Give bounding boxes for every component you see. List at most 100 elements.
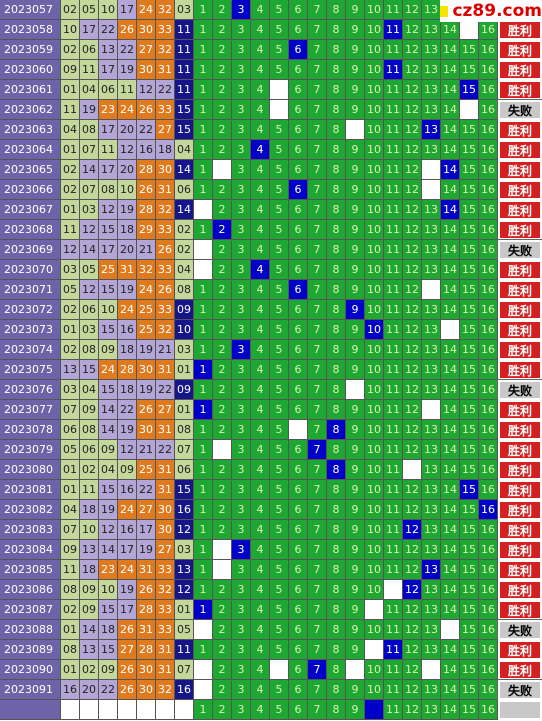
grid-cell: 16 [479,80,498,100]
grid-cell: 14 [441,80,460,100]
red-ball: 10 [99,0,118,20]
grid-cell: 14 [441,120,460,140]
grid-cell: 8 [327,280,346,300]
grid-cell: 5 [270,440,289,460]
blank-cell [365,600,384,620]
red-ball: 18 [99,620,118,640]
result: 胜利 [498,360,542,380]
grid-cell: 7 [308,600,327,620]
grid-cell: 11 [384,160,403,180]
grid-cell: 2 [213,120,232,140]
red-ball: 13 [80,640,99,660]
blue-ball: 08 [175,420,194,440]
grid-cell: 13 [422,340,441,360]
red-ball: 14 [80,240,99,260]
red-ball: 09 [80,600,99,620]
grid-cell: 16 [479,180,498,200]
red-ball: 08 [99,180,118,200]
grid-cell: 13 [422,540,441,560]
grid-cell: 4 [251,620,270,640]
blue-ball: 11 [175,640,194,660]
red-ball: 14 [80,620,99,640]
grid-cell: 9 [346,520,365,540]
grid-cell: 6 [289,480,308,500]
grid-cell: 14 [441,460,460,480]
hit-cell: 1 [194,400,213,420]
grid-cell: 5 [270,200,289,220]
grid-cell: 4 [251,440,270,460]
grid-cell: 11 [384,440,403,460]
grid-cell: 3 [232,640,251,660]
result: 胜利 [498,500,542,520]
issue: 2023067 [0,200,61,220]
grid-cell: 15 [460,560,479,580]
grid-cell: 14 [441,380,460,400]
red-ball: 12 [137,80,156,100]
grid-cell: 10 [365,420,384,440]
blue-ball: 02 [175,240,194,260]
grid-cell: 8 [327,640,346,660]
grid-cell: 16 [479,340,498,360]
result: 胜利 [498,600,542,620]
grid-cell: 8 [327,160,346,180]
grid-cell: 7 [308,200,327,220]
grid-cell: 6 [289,680,308,700]
grid-cell: 16 [479,100,498,120]
grid-cell: 5 [270,180,289,200]
grid-cell: 5 [270,520,289,540]
grid-cell: 1 [194,180,213,200]
red-ball: 07 [61,400,80,420]
grid-cell: 12 [403,440,422,460]
red-ball: 19 [137,340,156,360]
result: 胜利 [498,480,542,500]
grid-cell: 9 [346,480,365,500]
issue: 2023078 [0,420,61,440]
red-ball: 12 [118,140,137,160]
red-ball: 33 [156,20,175,40]
red-ball: 11 [99,140,118,160]
grid-cell: 5 [270,380,289,400]
red-ball: 31 [137,560,156,580]
grid-cell: 9 [346,200,365,220]
red-ball: 07 [61,520,80,540]
grid-cell: 7 [308,100,327,120]
red-ball: 32 [156,680,175,700]
grid-cell: 5 [270,300,289,320]
grid-cell: 16 [479,260,498,280]
empty-ball [61,700,80,720]
grid-cell: 7 [308,180,327,200]
blue-ball: 02 [175,220,194,240]
result: 胜利 [498,120,542,140]
red-ball: 12 [61,240,80,260]
red-ball: 28 [137,640,156,660]
hit-cell: 11 [384,20,403,40]
grid-cell: 6 [289,80,308,100]
blue-ball: 06 [175,180,194,200]
grid-cell: 4 [251,320,270,340]
grid-cell: 13 [422,320,441,340]
red-ball: 26 [137,400,156,420]
blue-ball: 08 [175,280,194,300]
red-ball: 09 [99,440,118,460]
grid-cell: 15 [460,680,479,700]
red-ball: 08 [80,340,99,360]
grid-cell: 12 [403,400,422,420]
red-ball: 09 [99,660,118,680]
grid-cell: 12 [403,200,422,220]
grid-cell: 12 [403,620,422,640]
hit-cell: 6 [289,40,308,60]
grid-cell: 12 [403,180,422,200]
grid-cell: 2 [213,580,232,600]
grid-cell: 9 [346,600,365,620]
grid-cell: 2 [213,360,232,380]
red-ball: 09 [99,340,118,360]
red-ball: 16 [118,480,137,500]
grid-cell: 5 [270,480,289,500]
blank-cell [441,320,460,340]
issue: 2023069 [0,240,61,260]
grid-cell: 7 [308,500,327,520]
grid-cell: 2 [213,320,232,340]
grid-cell: 12 [403,320,422,340]
grid-cell: 15 [460,620,479,640]
red-ball: 32 [156,320,175,340]
